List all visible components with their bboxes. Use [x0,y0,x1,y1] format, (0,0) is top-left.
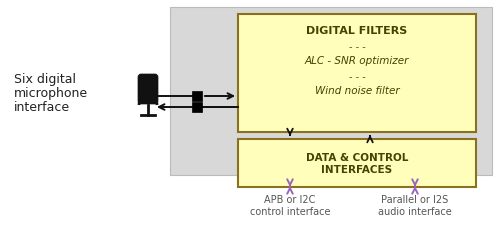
Bar [238,15,476,132]
Bar [192,103,202,112]
Text: microphone: microphone [14,87,88,100]
Text: Parallel or I2S
audio interface: Parallel or I2S audio interface [378,194,452,216]
FancyBboxPatch shape [138,75,158,105]
Text: DATA & CONTROL
INTERFACES: DATA & CONTROL INTERFACES [306,153,408,174]
Bar [192,92,202,101]
Bar [170,8,492,175]
Text: Six digital: Six digital [14,73,76,86]
Text: DIGITAL FILTERS: DIGITAL FILTERS [306,26,408,36]
Text: APB or I2C
control interface: APB or I2C control interface [250,194,330,216]
Bar [238,139,476,187]
Text: - - -: - - - [348,72,366,82]
Text: - - -: - - - [348,42,366,52]
Text: interface: interface [14,101,70,114]
Text: ALC - SNR optimizer: ALC - SNR optimizer [305,56,409,66]
Text: Wind noise filter: Wind noise filter [314,86,400,95]
